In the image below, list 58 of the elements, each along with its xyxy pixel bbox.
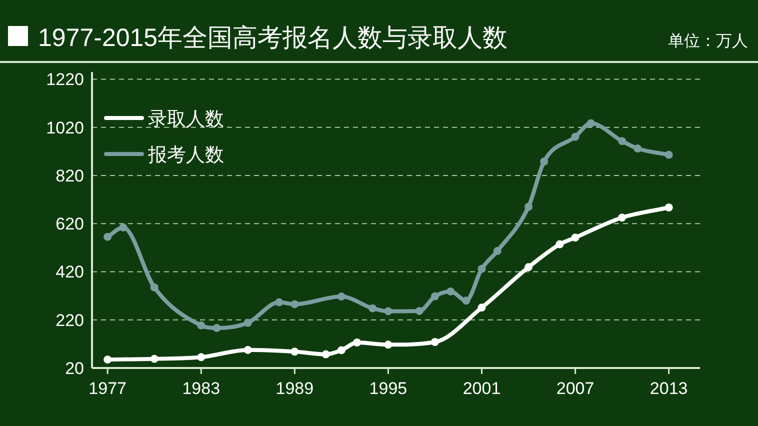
point [478,304,486,312]
point [337,346,346,354]
legend-label: 报考人数 [147,145,224,166]
point [384,307,392,316]
point [524,202,533,211]
point [353,338,362,346]
point [244,318,252,327]
legend-label: 录取人数 [148,109,224,130]
y-tick-label: 20 [65,359,84,378]
point [430,292,439,300]
y-tick-label: 1220 [46,70,84,90]
x-tick-label: 1983 [182,379,220,398]
point [446,287,455,296]
point [571,132,580,141]
point [322,350,330,358]
x-tick-label: 2013 [650,379,688,398]
x-tick-label: 1977 [88,379,127,398]
point [150,283,158,292]
y-tick-label: 220 [56,310,84,330]
point [556,240,564,248]
point [430,338,439,346]
x-tick-label: 1989 [276,379,314,398]
point [368,304,377,312]
point [104,232,112,241]
point [618,137,626,146]
y-tick-label: 1020 [46,118,84,138]
point [540,158,548,166]
y-tick-label: 620 [56,214,84,234]
point [275,298,284,306]
point [664,150,673,159]
point [462,296,470,305]
point [197,321,206,330]
point [290,348,299,356]
point [150,354,158,363]
point [493,247,502,256]
point [197,353,206,362]
chart-title: 1977-2015年全国高考报名人数与录取人数 [38,24,508,52]
point [337,292,346,301]
point [524,263,533,272]
point [119,223,128,232]
point [415,306,424,315]
point [104,356,112,364]
x-tick-label: 1995 [369,379,408,398]
x-tick-label: 2007 [556,379,594,398]
y-tick-label: 820 [56,166,84,186]
x-tick-label: 2001 [462,379,501,398]
point [478,264,486,273]
y-tick-label: 420 [56,262,84,282]
point [634,144,642,153]
point [664,203,673,212]
point [618,214,626,222]
point [571,234,580,242]
point [384,340,392,349]
point [212,324,221,332]
text: 单位：万人 [668,32,748,50]
point [290,300,299,308]
point [244,346,252,354]
point [586,119,595,128]
